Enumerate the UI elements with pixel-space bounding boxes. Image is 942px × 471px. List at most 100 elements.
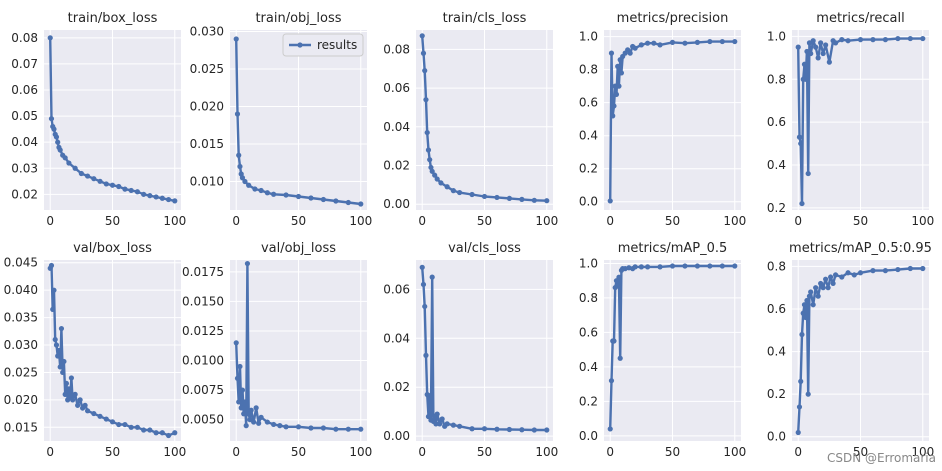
data-point <box>611 103 617 109</box>
data-point <box>244 260 251 267</box>
data-point <box>345 426 351 432</box>
data-point <box>62 155 68 161</box>
data-point <box>434 176 440 182</box>
data-point <box>799 331 805 338</box>
subplot-val-cls-loss: 0 50 100 0.00 0.02 0.04 0.06 val/cls_loss <box>383 241 558 459</box>
data-point <box>544 427 550 433</box>
data-point <box>239 175 246 181</box>
subplot-title: val/cls_loss <box>448 241 521 256</box>
y-tick-label: 0.020 <box>4 393 38 407</box>
data-point <box>97 178 103 184</box>
data-point <box>437 421 443 427</box>
x-tick-label: 50 <box>853 214 868 228</box>
y-tick-label: 0.015 <box>4 420 38 434</box>
data-point <box>920 265 926 272</box>
data-point <box>669 39 676 45</box>
data-point <box>147 193 153 199</box>
data-point <box>264 419 270 425</box>
data-point <box>51 126 57 132</box>
y-tick-label: 0.0 <box>579 429 598 443</box>
data-point <box>531 197 537 203</box>
data-point <box>657 42 663 48</box>
y-tick-label: 0.045 <box>4 256 38 270</box>
subplot-title: train/cls_loss <box>443 11 527 26</box>
data-point <box>813 44 819 50</box>
y-tick-label: 0.4 <box>579 129 598 143</box>
data-point <box>58 325 65 332</box>
x-tick-label: 100 <box>163 214 186 228</box>
x-tick-label: 50 <box>105 445 120 459</box>
y-tick-label: 0.4 <box>767 158 786 172</box>
data-point <box>420 281 427 288</box>
data-point <box>796 404 803 410</box>
data-point <box>141 191 147 197</box>
data-point <box>153 430 159 436</box>
data-point <box>438 180 444 186</box>
y-tick-label: 0.6 <box>767 302 786 316</box>
data-point <box>450 188 456 194</box>
x-tick-label: 0 <box>794 214 802 228</box>
data-point <box>247 417 253 423</box>
data-point <box>358 201 364 207</box>
x-tick-label: 100 <box>535 214 558 228</box>
y-tick-label: 0.2 <box>767 201 786 215</box>
data-point <box>796 134 803 140</box>
data-point <box>91 176 97 182</box>
data-point <box>48 116 55 122</box>
subplot-val-box-loss: 0 50 100 0.015 0.020 0.025 0.030 0.035 0.040 0.04… <box>4 241 187 459</box>
data-point <box>806 293 813 299</box>
y-tick-label: 0.02 <box>11 187 38 201</box>
data-point <box>66 386 72 392</box>
data-point <box>236 152 242 158</box>
data-point <box>845 270 851 276</box>
data-point <box>116 183 122 190</box>
data-point <box>857 270 864 276</box>
data-point <box>57 147 63 153</box>
data-point <box>141 427 147 433</box>
data-point <box>799 200 805 207</box>
data-point <box>882 268 889 274</box>
data-point <box>857 37 864 43</box>
y-tick-label: 0.015 <box>190 137 224 151</box>
x-tick-label: 50 <box>665 214 680 228</box>
data-point <box>494 194 500 201</box>
data-point <box>320 425 327 431</box>
subplot-title: metrics/mAP_0.5:0.95 <box>789 241 932 256</box>
subplot-metrics-map-0-5: 0 50 100 0.0 0.2 0.4 0.6 0.8 1.0 metrics/mAP_0.5 <box>579 241 746 459</box>
data-point <box>611 338 617 344</box>
data-point <box>53 134 60 140</box>
data-point <box>801 61 808 67</box>
y-tick-label: 0.0125 <box>182 324 224 338</box>
x-tick-label: 50 <box>853 445 868 459</box>
data-point <box>270 421 277 428</box>
data-point <box>172 198 178 204</box>
data-point <box>103 181 109 187</box>
y-tick-label: 0.6 <box>767 115 786 129</box>
data-point <box>53 342 60 348</box>
subplot-metrics-map-0-5-0-95: 0 50 100 0.0 0.2 0.4 0.6 0.8metrics/mAP_0.5:0.9… <box>767 241 934 459</box>
x-tick-label: 50 <box>291 445 306 459</box>
legend: results <box>282 33 364 57</box>
data-point <box>252 186 258 192</box>
y-tick-label: 0.4 <box>579 360 598 374</box>
data-point <box>116 421 122 428</box>
data-point <box>870 268 876 274</box>
data-point <box>419 33 425 39</box>
data-point <box>432 172 438 178</box>
data-point <box>805 391 811 397</box>
data-point <box>627 50 633 56</box>
y-tick-label: 0.2 <box>579 162 598 176</box>
y-tick-label: 0.2 <box>767 387 786 401</box>
data-point <box>732 38 738 45</box>
data-point <box>256 420 262 426</box>
data-point <box>719 263 725 269</box>
data-point <box>258 187 264 194</box>
data-point <box>607 426 613 432</box>
data-point <box>813 285 819 291</box>
data-point <box>122 421 128 428</box>
data-point <box>420 50 427 56</box>
y-tick-label: 0.0175 <box>182 265 224 279</box>
data-point <box>68 375 74 381</box>
data-point <box>694 39 701 45</box>
data-point <box>333 198 339 204</box>
